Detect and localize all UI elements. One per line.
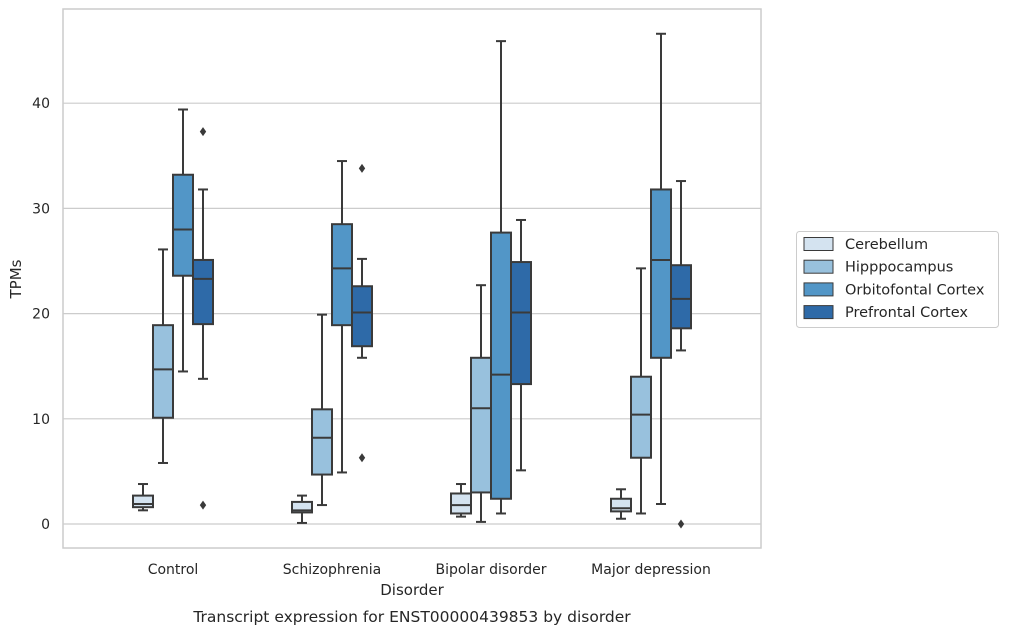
box-iqr <box>291 500 313 514</box>
box-plot-item <box>470 284 492 523</box>
outlier-marker <box>358 163 366 173</box>
box-plot-item <box>650 32 672 506</box>
box-plot-item <box>152 248 174 464</box>
box-plot-item <box>331 160 353 474</box>
box-plot-item <box>610 488 632 520</box>
y-tick-label: 0 <box>41 517 50 533</box>
box-iqr <box>152 324 174 419</box>
box-iqr <box>630 375 652 459</box>
x-axis-ticks: Control Schizophrenia Bipolar disorder Majo… <box>148 562 711 578</box>
box-iqr <box>490 231 512 500</box>
y-axis-label: TPMs <box>7 259 25 299</box>
box-series <box>132 32 692 529</box>
box-plot-item <box>351 163 373 463</box>
legend-label: Hipppocampus <box>845 260 953 276</box>
box-iqr <box>351 285 373 348</box>
y-tick-label: 30 <box>32 201 50 217</box>
legend-label: Cerebellum <box>845 237 928 253</box>
box-iqr <box>331 223 353 327</box>
legend-label: Prefrontal Cortex <box>845 305 968 321</box>
outlier-marker <box>199 127 207 137</box>
figure-caption: Transcript expression for ENST0000043985… <box>192 608 631 626</box>
x-axis-label: Disorder <box>380 581 444 599</box>
box-iqr <box>470 356 492 494</box>
box-plot-item <box>132 483 154 512</box>
box-iqr <box>670 264 692 330</box>
box-iqr <box>311 408 333 476</box>
box-iqr <box>192 258 214 326</box>
box-plot-item <box>490 40 512 515</box>
legend-swatch <box>803 282 834 297</box>
legend-label: Orbitofontal Cortex <box>845 282 985 298</box>
box-plot-item <box>291 494 313 524</box>
series-group <box>152 248 652 523</box>
box-plot-item <box>172 108 194 373</box>
outlier-marker <box>199 500 207 510</box>
box-plot-item <box>192 127 214 510</box>
y-tick-label: 20 <box>32 307 50 323</box>
outlier-marker <box>358 453 366 463</box>
box-plot-item <box>450 483 472 518</box>
x-tick-label: Control <box>148 562 199 578</box>
box-iqr <box>172 173 194 277</box>
series-group <box>192 127 692 529</box>
plot-area-frame <box>62 8 762 549</box>
x-tick-label: Major depression <box>591 562 711 578</box>
series-group <box>172 32 672 515</box>
box-plot-item <box>630 267 652 515</box>
y-axis-ticks: 0 10 20 30 40 <box>32 96 50 533</box>
box-plot-item <box>510 218 532 472</box>
legend: Cerebellum Hipppocampus Orbitofontal Corte… <box>796 231 999 328</box>
box-iqr <box>450 492 472 515</box>
x-tick-label: Schizophrenia <box>283 562 381 578</box>
series-group <box>132 483 632 524</box>
legend-frame <box>796 231 999 328</box>
box-plot-item <box>311 313 333 507</box>
legend-swatch <box>803 305 834 320</box>
legend-items: Cerebellum Hipppocampus Orbitofontal Corte… <box>803 237 985 321</box>
legend-swatch <box>803 259 834 274</box>
y-tick-label: 10 <box>32 412 50 428</box>
box-iqr <box>610 497 632 513</box>
outlier-marker <box>677 519 685 529</box>
y-tick-label: 40 <box>32 96 50 112</box>
x-tick-label: Bipolar disorder <box>435 562 546 578</box>
box-iqr <box>650 188 672 359</box>
box-plot-item <box>670 180 692 529</box>
box-iqr <box>510 261 532 386</box>
box-iqr <box>132 494 154 509</box>
legend-swatch <box>803 237 834 251</box>
